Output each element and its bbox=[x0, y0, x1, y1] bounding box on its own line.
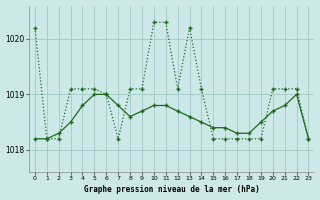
X-axis label: Graphe pression niveau de la mer (hPa): Graphe pression niveau de la mer (hPa) bbox=[84, 185, 260, 194]
